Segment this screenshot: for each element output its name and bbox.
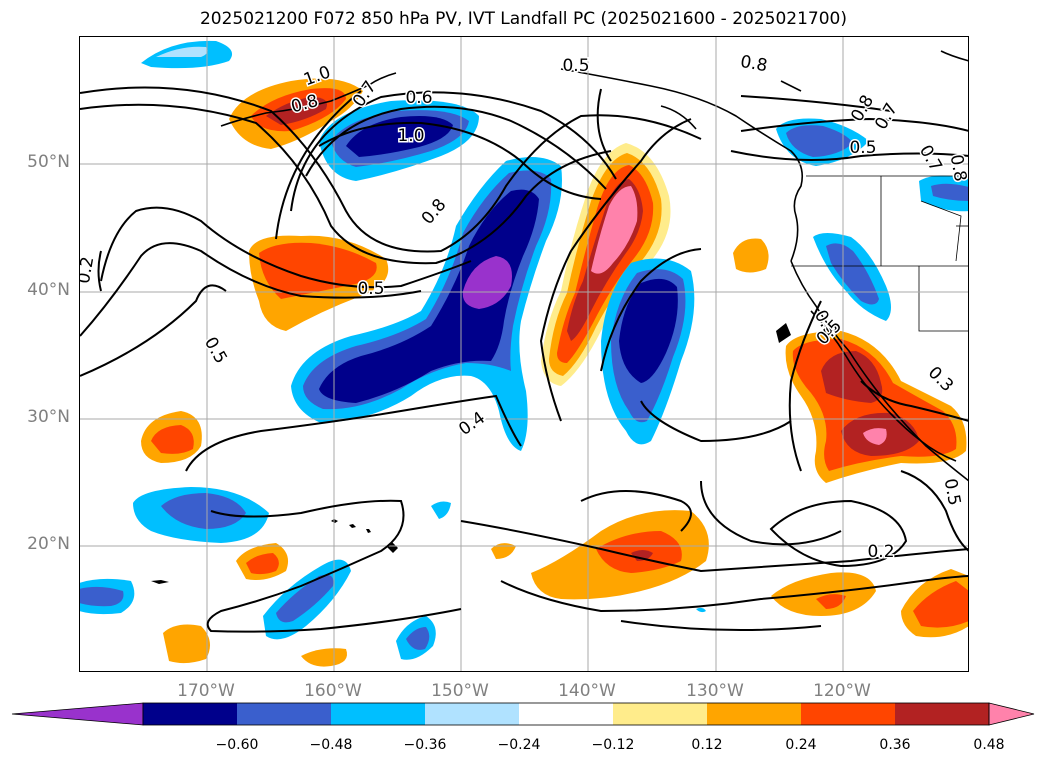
colorbar-arrow-left	[11, 702, 144, 726]
contour-label: 0.8	[946, 153, 969, 183]
lon-label-150w: 150°W	[431, 681, 489, 701]
colorbar-tick-label: −0.36	[403, 737, 447, 753]
contour-label: 0.2	[80, 255, 98, 285]
lon-label-140w: 140°W	[558, 681, 616, 701]
pv-positive-region	[733, 238, 769, 273]
contour-label: 0.2	[867, 542, 894, 562]
colorbar-tick-label: −0.60	[215, 737, 259, 753]
lat-label-40n: 40°N	[27, 280, 70, 300]
colorbar-tick-label: 0.48	[973, 737, 1005, 753]
colorbar-swatch	[425, 703, 520, 725]
lat-label-20n: 20°N	[27, 534, 70, 554]
lat-label-50n: 50°N	[27, 152, 70, 172]
lon-label-120w: 120°W	[813, 681, 871, 701]
colorbar-tick-label: −0.12	[591, 737, 635, 753]
colorbar-swatch	[237, 703, 332, 725]
contour-label: 0.8	[739, 52, 769, 76]
lon-label-160w: 160°W	[304, 681, 362, 701]
colorbar-swatch	[707, 703, 802, 725]
colorbar-tick-label: −0.48	[309, 737, 353, 753]
colorbar-tick-label: 0.36	[879, 737, 911, 753]
coastline-layer	[220, 50, 968, 482]
contour-label: 0.8	[418, 195, 451, 229]
colorbar-swatch	[331, 703, 426, 725]
colorbar-arrow-right	[988, 702, 1035, 726]
map-panel: 1.0 0.8 0.7 0.6 1.0 0.5 0.8 0.8 0.7 0.5 0.7 0.8 0.8 0…	[79, 36, 969, 672]
lon-label-130w: 130°W	[686, 681, 744, 701]
lat-label-30n: 30°N	[27, 407, 70, 427]
contour-label: 0.7	[915, 142, 946, 175]
contour-label: 0.5	[357, 279, 384, 299]
contour-label: 0.5	[849, 138, 876, 158]
colorbar-swatch	[143, 703, 238, 725]
colorbar-swatch	[801, 703, 896, 725]
ivt-contour-layer	[80, 86, 968, 633]
colorbar-swatch	[519, 703, 614, 725]
lon-label-170w: 170°W	[177, 681, 235, 701]
page-title: 2025021200 F072 850 hPa PV, IVT Landfall…	[199, 9, 847, 29]
contour-label: 0.5	[200, 334, 231, 367]
contour-label: 0.4	[455, 408, 489, 440]
colorbar-swatch	[613, 703, 708, 725]
colorbar-swatch	[895, 703, 990, 725]
contour-label: 0.5	[940, 477, 964, 507]
pv-positive-region	[163, 624, 210, 664]
map-canvas: 1.00.8 0.7 0.61.00.5 0.80.80.70.5 0.7 0.80.80…	[80, 37, 969, 671]
colorbar-tick-label: 0.24	[785, 737, 817, 753]
colorbar-tick-label: 0.12	[691, 737, 723, 753]
colorbar-swatches	[11, 702, 1035, 726]
contour-label: 1.0	[397, 126, 424, 146]
colorbar-tick-label: −0.24	[497, 737, 541, 753]
contour-label: 0.6	[405, 88, 432, 108]
contour-label: 0.3	[924, 363, 957, 396]
political-borders	[791, 175, 968, 332]
colorbar	[11, 702, 1035, 726]
map-gridlines	[80, 37, 968, 671]
colorbar-outline	[142, 702, 990, 726]
contour-label: 0.5	[562, 56, 589, 76]
